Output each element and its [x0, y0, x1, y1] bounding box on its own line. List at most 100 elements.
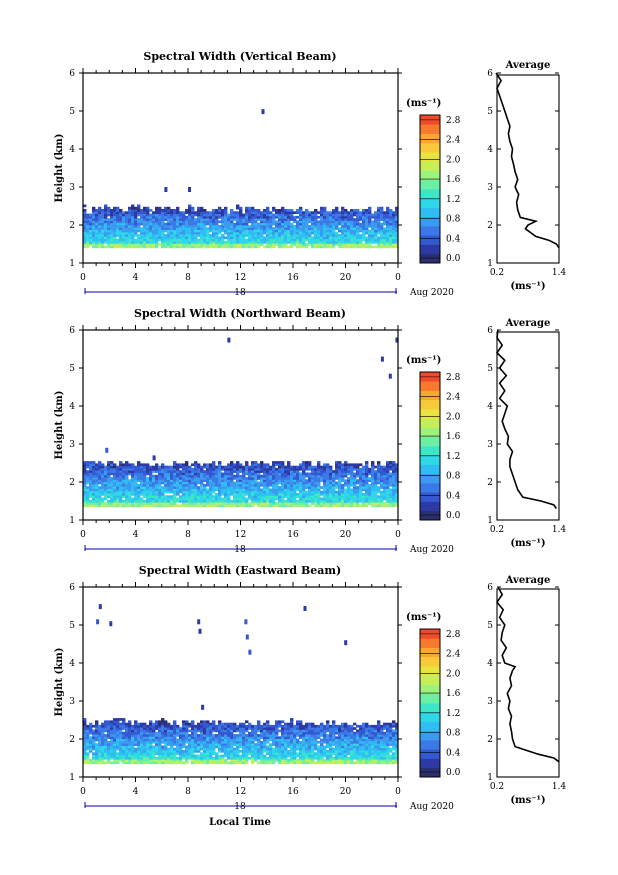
heatmap-cell: [236, 236, 240, 240]
heatmap-cell: [89, 236, 93, 240]
heatmap-cell: [143, 747, 147, 751]
heatmap-cell: [224, 495, 228, 498]
heatmap-cell: [176, 504, 180, 508]
colorbar-tick-label: 1.2: [446, 195, 460, 205]
heatmap-cell: [377, 231, 381, 235]
heatmap-cell: [227, 225, 231, 228]
heatmap-cell: [290, 495, 294, 498]
heatmap-cell: [335, 465, 339, 469]
heatmap-cell: [380, 477, 384, 480]
heatmap-cell: [227, 472, 231, 476]
heatmap-cell: [215, 740, 219, 744]
heatmap-cell: [122, 752, 126, 755]
heatmap-cell: [134, 231, 138, 235]
heatmap-cell: [146, 502, 150, 505]
heatmap-cell: [140, 463, 144, 467]
heatmap-cell: [326, 222, 330, 226]
heatmap-cell: [167, 729, 171, 733]
heatmap-cell: [350, 222, 354, 226]
heatmap-cell: [194, 738, 198, 742]
heatmap-cell: [341, 236, 345, 240]
heatmap-cell: [233, 722, 237, 726]
heatmap-cell: [119, 220, 123, 224]
heatmap-cell: [95, 474, 99, 478]
heatmap-cell: [374, 490, 378, 494]
y-tick-label: 1: [69, 259, 75, 269]
heatmap-cell: [323, 467, 327, 471]
heatmap-cell: [332, 229, 336, 233]
heatmap-cell: [113, 720, 117, 724]
heatmap-cell: [155, 227, 159, 230]
heatmap-cell: [128, 499, 132, 503]
heatmap-cell: [281, 479, 285, 482]
heatmap-cell: [158, 747, 162, 751]
heatmap-cell: [200, 738, 204, 742]
heatmap-cell: [308, 486, 312, 489]
heatmap-cell: [197, 211, 201, 214]
heatmap-cell: [362, 234, 366, 237]
heatmap-cell: [233, 236, 237, 240]
heatmap-cell: [269, 477, 273, 480]
heatmap-cell: [224, 497, 228, 501]
heatmap-cell: [395, 486, 399, 489]
heatmap-cell: [173, 754, 177, 758]
heatmap-cell: [86, 479, 90, 482]
heatmap-cell: [203, 761, 207, 765]
heatmap-cell: [233, 497, 237, 501]
heatmap-cell: [185, 461, 189, 464]
heatmap-cell: [164, 236, 168, 240]
heatmap-cell: [140, 745, 144, 749]
heatmap-cell: [200, 215, 204, 219]
heatmap-cell: [134, 238, 138, 242]
heatmap-cell: [86, 465, 90, 469]
heatmap-cell: [320, 209, 324, 212]
heatmap-cell: [386, 222, 390, 226]
heatmap-cell: [242, 490, 246, 494]
heatmap-cell: [335, 481, 339, 485]
heatmap-cell: [242, 731, 246, 735]
heatmap-cell: [329, 465, 333, 469]
heatmap-cell: [134, 759, 138, 762]
heatmap-cell: [284, 490, 288, 494]
heatmap-cell: [236, 497, 240, 501]
heatmap-cell: [107, 472, 111, 476]
heatmap-cell: [242, 215, 246, 219]
heatmap-cell: [128, 731, 132, 735]
heatmap-cell: [254, 234, 258, 237]
heatmap-cell: [191, 756, 195, 760]
heatmap-cell: [188, 209, 192, 212]
heatmap-cell: [98, 238, 102, 242]
heatmap-cell: [368, 225, 372, 228]
heatmap-cell: [149, 497, 153, 501]
heatmap-cell: [185, 724, 189, 728]
heatmap-cell: [239, 497, 243, 501]
heatmap-cell: [206, 467, 210, 471]
heatmap-cell: [323, 490, 327, 494]
heatmap-cell: [395, 215, 399, 219]
heatmap-cell: [194, 467, 198, 471]
heatmap-cell: [251, 206, 255, 210]
heatmap-cell: [332, 504, 336, 508]
heatmap-cell: [146, 238, 150, 242]
heatmap-cell: [329, 470, 333, 473]
heatmap-cell: [386, 220, 390, 224]
heatmap-cell: [98, 227, 102, 230]
colorbar-segment: [420, 483, 440, 493]
y-tick-label: 6: [69, 326, 75, 336]
heatmap-cell: [206, 727, 210, 730]
heatmap-cell: [371, 238, 375, 242]
heatmap-cell: [332, 499, 336, 503]
heatmap-cell: [119, 752, 123, 755]
heatmap-cell: [116, 488, 120, 492]
heatmap-cell: [230, 754, 234, 758]
heatmap-cell: [305, 490, 309, 494]
heatmap-cell: [212, 231, 216, 235]
heatmap-cell: [374, 225, 378, 228]
heatmap-cell: [278, 502, 282, 505]
heatmap-cell: [239, 229, 243, 233]
heatmap-cell: [257, 245, 261, 249]
heatmap-cell: [107, 229, 111, 233]
heatmap-cell: [113, 738, 117, 742]
heatmap-cell: [149, 227, 153, 230]
heatmap-cell: [140, 750, 144, 753]
